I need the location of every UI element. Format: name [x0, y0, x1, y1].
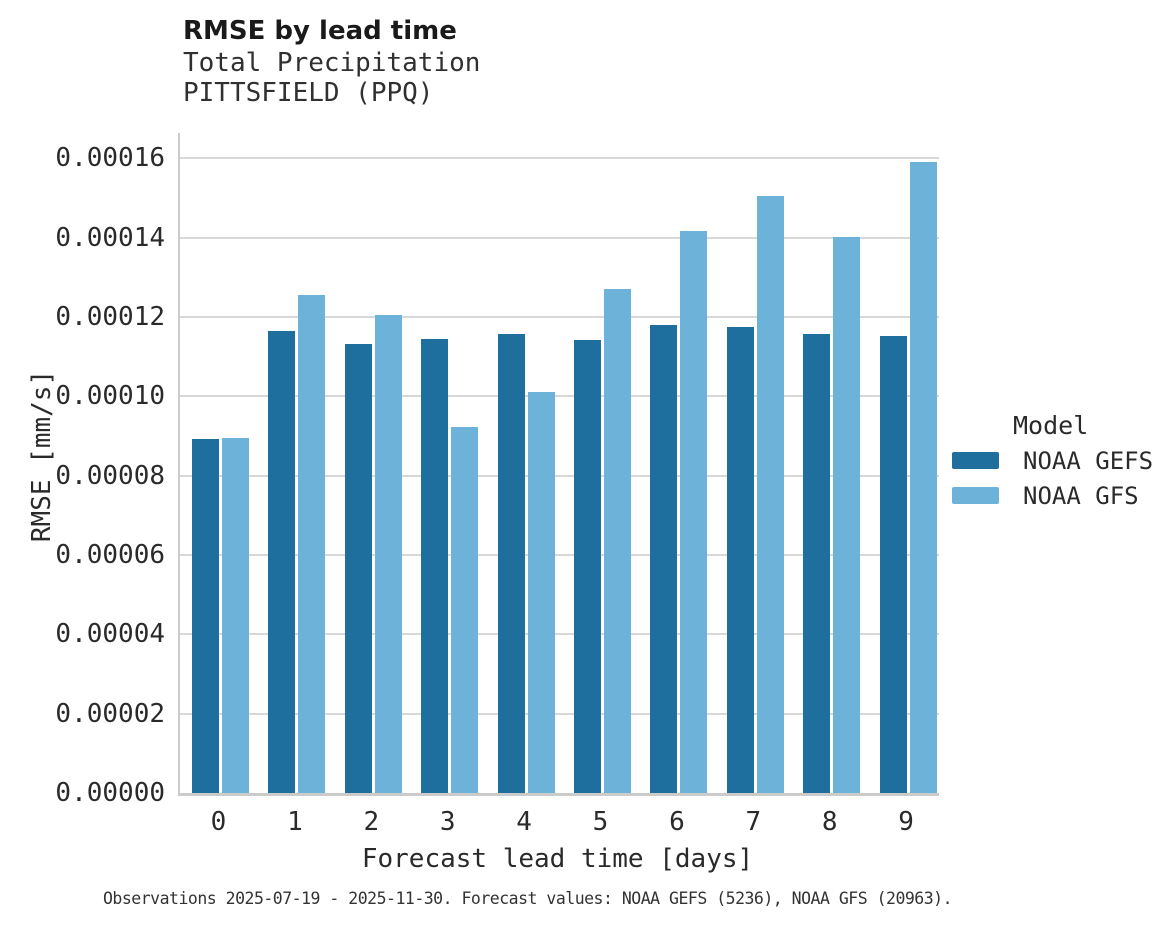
x-tick-label: 8 — [821, 807, 838, 837]
bar-noaa-gfs-day-5 — [604, 288, 631, 793]
bar-noaa-gfs-day-4 — [527, 391, 555, 793]
y-tick-label: 0.00014 — [55, 222, 165, 253]
bar-noaa-gfs-day-8 — [833, 237, 861, 793]
footer-note: Observations 2025-07-19 - 2025-11-30. Fo… — [103, 889, 953, 908]
legend-item: NOAA GFS — [952, 479, 1175, 512]
y-tick-label: 0.00006 — [55, 540, 165, 571]
bar-noaa-gfs-day-1 — [298, 295, 326, 793]
bar-noaa-gfs-day-2 — [374, 315, 402, 793]
legend: Model NOAA GEFS NOAA GFS — [952, 410, 1175, 512]
gridline — [180, 236, 939, 239]
x-tick-label: 9 — [898, 807, 914, 837]
x-tick-label: 6 — [669, 807, 685, 837]
legend-items: NOAA GEFS NOAA GFS — [952, 444, 1175, 512]
gridline — [180, 157, 939, 160]
gridline — [180, 712, 939, 715]
x-tick-label: 2 — [363, 807, 380, 837]
bar-noaa-gefs-day-9 — [879, 336, 907, 793]
y-tick-label: 0.00002 — [55, 698, 165, 729]
bar-noaa-gefs-day-6 — [650, 325, 678, 793]
x-tick-label: 1 — [287, 807, 303, 837]
y-tick-label: 0.00008 — [55, 460, 165, 491]
legend-title: Model — [1013, 411, 1089, 440]
x-axis-label: Forecast lead time [days] — [361, 844, 754, 874]
bar-noaa-gefs-day-4 — [497, 333, 525, 793]
legend-swatch — [952, 452, 999, 469]
x-tick-label: 0 — [210, 807, 227, 837]
y-tick-label: 0.00000 — [55, 778, 165, 808]
gridline — [180, 395, 939, 398]
bar-noaa-gefs-day-0 — [192, 438, 219, 793]
bar-noaa-gefs-day-3 — [421, 339, 449, 793]
bar-noaa-gfs-day-6 — [680, 231, 708, 793]
chart-subtitle-station: PITTSFIELD (PPQ) — [183, 78, 434, 108]
y-tick-label: 0.00012 — [55, 302, 165, 333]
plot-area — [178, 133, 939, 796]
bar-noaa-gefs-day-5 — [574, 340, 601, 793]
x-tick-label: 3 — [439, 807, 456, 837]
gridline — [180, 633, 939, 636]
legend-swatch — [952, 487, 999, 504]
bar-noaa-gfs-day-9 — [909, 162, 937, 793]
y-tick-label: 0.00004 — [55, 619, 165, 650]
legend-label: NOAA GEFS — [1023, 446, 1154, 475]
bar-noaa-gefs-day-8 — [803, 333, 831, 793]
bar-noaa-gefs-day-1 — [268, 330, 296, 793]
y-tick-label: 0.00010 — [55, 381, 165, 412]
chart-title: RMSE by lead time — [183, 16, 457, 46]
x-tick-label: 7 — [745, 807, 762, 837]
bar-noaa-gfs-day-0 — [222, 437, 249, 793]
chart-subtitle-variable: Total Precipitation — [183, 48, 481, 78]
bar-noaa-gfs-day-3 — [451, 426, 479, 793]
bar-noaa-gefs-day-2 — [344, 343, 372, 793]
x-tick-label: 5 — [592, 807, 609, 837]
gridline — [180, 316, 939, 319]
x-tick-label: 4 — [516, 807, 532, 837]
bar-noaa-gfs-day-7 — [756, 195, 784, 793]
legend-label: NOAA GFS — [1023, 481, 1139, 510]
gridline — [180, 474, 939, 477]
y-tick-label: 0.00016 — [55, 143, 165, 174]
gridline — [180, 554, 939, 557]
bar-noaa-gefs-day-7 — [726, 327, 754, 793]
chart-header: RMSE by lead time Total Precipitation PI… — [183, 14, 480, 108]
legend-item: NOAA GEFS — [952, 444, 1175, 477]
